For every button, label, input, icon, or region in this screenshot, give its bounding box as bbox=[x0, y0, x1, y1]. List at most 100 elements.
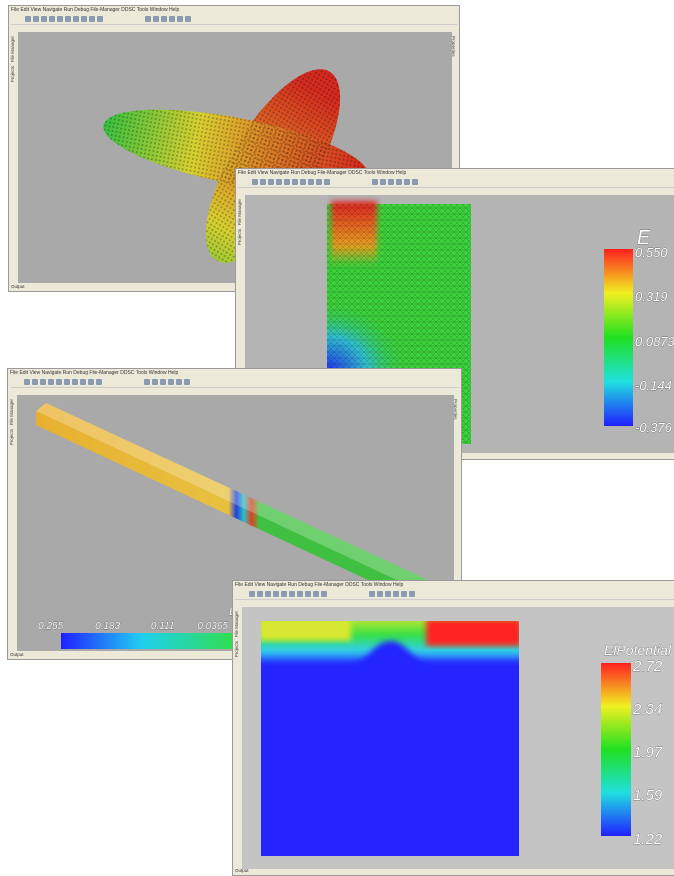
toolbar-button[interactable] bbox=[80, 379, 86, 385]
menu-bar: File Edit View Navigate Run Debug File-M… bbox=[235, 582, 404, 588]
side-tab[interactable]: Projects bbox=[10, 66, 15, 83]
app-window: File Edit View Navigate Run Debug File-M… bbox=[8, 5, 460, 292]
toolbar-button[interactable] bbox=[281, 591, 287, 597]
toolbar bbox=[10, 377, 459, 388]
toolbar-button[interactable] bbox=[257, 591, 263, 597]
colorbar-label: 0.550 bbox=[635, 245, 668, 260]
colorbar-label: 1.22 bbox=[633, 831, 663, 848]
toolbar-button[interactable] bbox=[56, 379, 62, 385]
toolbar-button[interactable] bbox=[64, 379, 70, 385]
status-bar: Output bbox=[235, 868, 249, 873]
toolbar-button[interactable] bbox=[96, 379, 102, 385]
toolbar-button[interactable] bbox=[88, 379, 94, 385]
toolbar-button[interactable] bbox=[308, 179, 314, 185]
toolbar-button[interactable] bbox=[316, 179, 322, 185]
side-tab[interactable]: Projects bbox=[9, 429, 14, 446]
toolbar-button[interactable] bbox=[369, 591, 375, 597]
toolbar-button[interactable] bbox=[409, 591, 415, 597]
toolbar-button[interactable] bbox=[268, 179, 274, 185]
toolbar-button[interactable] bbox=[265, 591, 271, 597]
toolbar-button[interactable] bbox=[289, 591, 295, 597]
toolbar-button[interactable] bbox=[273, 591, 279, 597]
toolbar-button[interactable] bbox=[73, 16, 79, 22]
toolbar-button[interactable] bbox=[40, 379, 46, 385]
toolbar-button[interactable] bbox=[380, 179, 386, 185]
left-sidebar: File Manager Projects bbox=[233, 607, 242, 867]
toolbar-button[interactable] bbox=[145, 16, 151, 22]
side-tab[interactable]: Properties bbox=[451, 36, 456, 57]
toolbar-button[interactable] bbox=[152, 379, 158, 385]
colorbar-label: 1.59 bbox=[633, 787, 663, 804]
toolbar-button[interactable] bbox=[48, 379, 54, 385]
toolbar-button[interactable] bbox=[144, 379, 150, 385]
status-bar: Output bbox=[10, 652, 24, 657]
toolbar-button[interactable] bbox=[25, 16, 31, 22]
colorbar-label: 2.34 bbox=[632, 701, 662, 718]
right-sidebar: Properties bbox=[450, 32, 459, 283]
colorbar-label: 2.72 bbox=[632, 658, 663, 675]
menu-bar: File Edit View Navigate Run Debug File-M… bbox=[10, 370, 179, 376]
toolbar-button[interactable] bbox=[372, 179, 378, 185]
toolbar-button[interactable] bbox=[305, 591, 311, 597]
toolbar-button[interactable] bbox=[388, 179, 394, 185]
toolbar-button[interactable] bbox=[81, 16, 87, 22]
toolbar-button[interactable] bbox=[33, 16, 39, 22]
toolbar-button[interactable] bbox=[177, 16, 183, 22]
side-tab[interactable]: Projects bbox=[237, 229, 242, 246]
toolbar-button[interactable] bbox=[184, 379, 190, 385]
toolbar-button[interactable] bbox=[385, 591, 391, 597]
toolbar-button[interactable] bbox=[65, 16, 71, 22]
toolbar-button[interactable] bbox=[57, 16, 63, 22]
toolbar-button[interactable] bbox=[49, 16, 55, 22]
toolbar-button[interactable] bbox=[401, 591, 407, 597]
colorbar-label: -0.183 bbox=[92, 621, 121, 632]
toolbar-button[interactable] bbox=[185, 16, 191, 22]
toolbar-button[interactable] bbox=[168, 379, 174, 385]
side-tab[interactable]: Properties bbox=[453, 399, 458, 420]
toolbar-button[interactable] bbox=[276, 179, 282, 185]
toolbar-button[interactable] bbox=[404, 179, 410, 185]
toolbar-button[interactable] bbox=[396, 179, 402, 185]
toolbar-button[interactable] bbox=[412, 179, 418, 185]
toolbar-button[interactable] bbox=[41, 16, 47, 22]
toolbar-button[interactable] bbox=[153, 16, 159, 22]
toolbar-button[interactable] bbox=[292, 179, 298, 185]
app-window: File Edit View Navigate Run Debug File-M… bbox=[232, 580, 674, 876]
left-sidebar: File Manager Projects bbox=[9, 32, 18, 283]
colorbar-title: E bbox=[637, 227, 651, 249]
toolbar-button[interactable] bbox=[297, 591, 303, 597]
tab-row: Visualization Window bbox=[18, 25, 71, 40]
colorbar-label: 0.319 bbox=[635, 289, 668, 304]
tab-row: Visualization Window bbox=[245, 188, 298, 203]
colorbar-label: -0.0365 bbox=[194, 621, 228, 632]
toolbar-button[interactable] bbox=[160, 379, 166, 385]
side-tab[interactable]: File Manager bbox=[237, 199, 242, 226]
right-sidebar: Properties bbox=[452, 395, 461, 651]
toolbar-button[interactable] bbox=[161, 16, 167, 22]
side-tab[interactable]: File Manager bbox=[234, 611, 239, 638]
side-tab[interactable]: File Manager bbox=[10, 36, 15, 63]
toolbar-button[interactable] bbox=[252, 179, 258, 185]
toolbar-button[interactable] bbox=[72, 379, 78, 385]
toolbar-button[interactable] bbox=[393, 591, 399, 597]
toolbar-button[interactable] bbox=[24, 379, 30, 385]
toolbar-button[interactable] bbox=[313, 591, 319, 597]
toolbar-button[interactable] bbox=[284, 179, 290, 185]
side-tab[interactable]: File Manager bbox=[9, 399, 14, 426]
side-tab[interactable]: Projects bbox=[234, 641, 239, 658]
toolbar-button[interactable] bbox=[300, 179, 306, 185]
toolbar-button[interactable] bbox=[249, 591, 255, 597]
toolbar-button[interactable] bbox=[324, 179, 330, 185]
toolbar-button[interactable] bbox=[176, 379, 182, 385]
toolbar-button[interactable] bbox=[260, 179, 266, 185]
toolbar-button[interactable] bbox=[89, 16, 95, 22]
toolbar-button[interactable] bbox=[32, 379, 38, 385]
toolbar-button[interactable] bbox=[377, 591, 383, 597]
toolbar-button[interactable] bbox=[97, 16, 103, 22]
tab-row: Visualization Window bbox=[17, 388, 70, 403]
toolbar-button[interactable] bbox=[321, 591, 327, 597]
colorbar-title: ElPotential bbox=[604, 642, 672, 658]
toolbar-button[interactable] bbox=[169, 16, 175, 22]
colorbar-label: 0.0873 bbox=[635, 334, 674, 349]
